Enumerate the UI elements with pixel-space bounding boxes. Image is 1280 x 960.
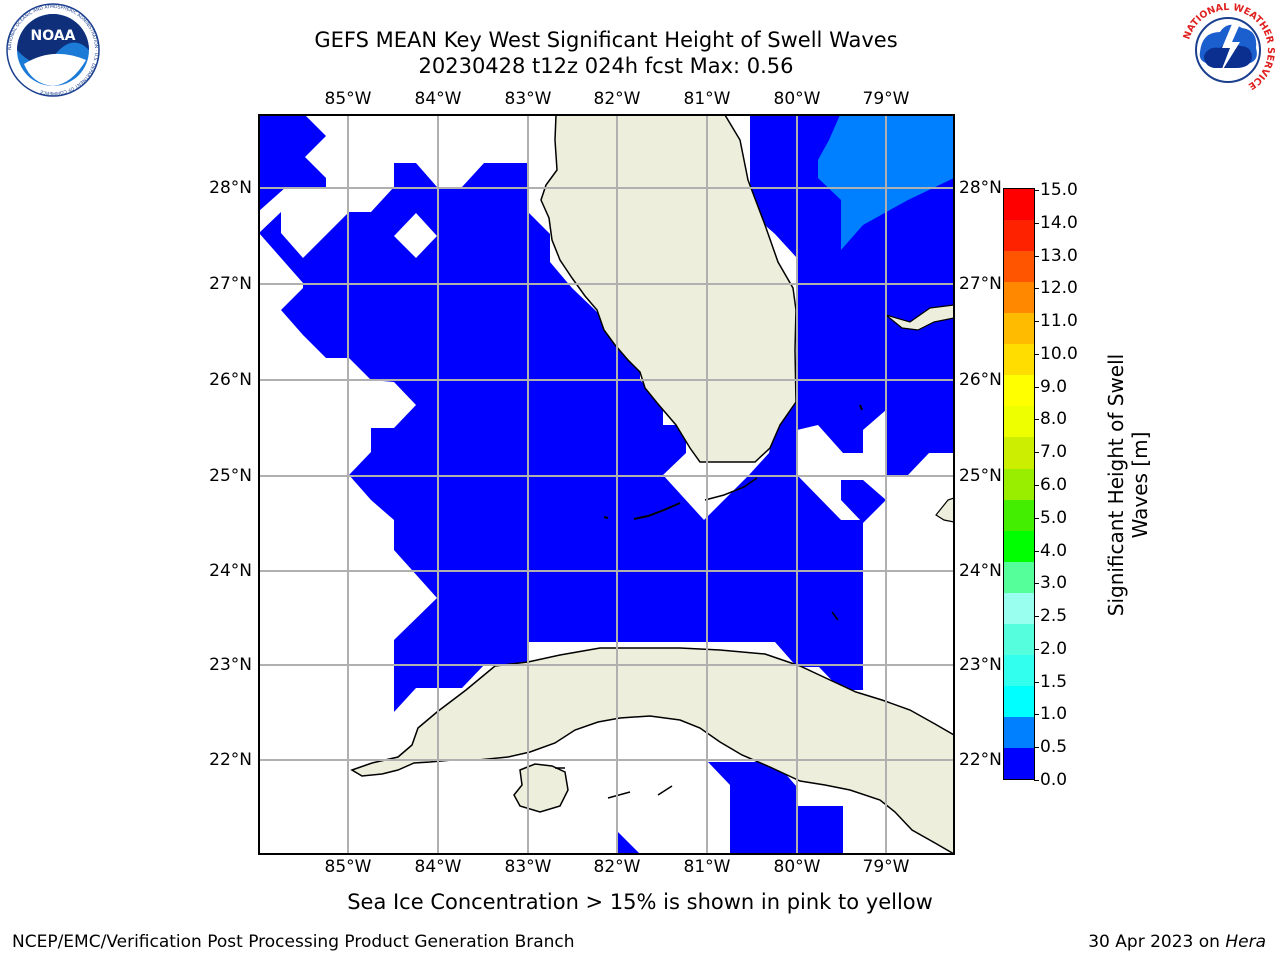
colorbar-tick-label: 2.5 [1033, 606, 1068, 627]
colorbar-tick-label: 4.0 [1033, 540, 1068, 561]
colorbar-segment [1004, 623, 1034, 655]
colorbar-tick-label: 7.0 [1033, 442, 1068, 463]
colorbar-segment [1004, 189, 1034, 221]
lon-label-bottom: 79°W [862, 857, 910, 877]
lat-label-right: 27°N [959, 274, 1002, 294]
lon-label-top: 84°W [414, 89, 462, 109]
colorbar-segment [1004, 468, 1034, 500]
colorbar-segment [1004, 282, 1034, 314]
colorbar-tick-label: 12.0 [1034, 278, 1078, 299]
colorbar-segment [1004, 716, 1034, 748]
colorbar-segment [1004, 313, 1034, 345]
map-title: GEFS MEAN Key West Significant Height of… [314, 28, 898, 52]
colorbar-tick-label: 0.5 [1033, 737, 1068, 758]
noaa-logo-icon: NOAA NATIONAL OCEANIC AND ATMOSPHERIC AD… [6, 3, 100, 97]
florida-land [540, 115, 797, 463]
lat-label-right: 28°N [959, 178, 1002, 198]
colorbar-tick-label: 14.0 [1034, 212, 1078, 233]
colorbar-segment [1004, 561, 1034, 593]
map-frame [258, 114, 955, 855]
lon-label-bottom: 81°W [683, 857, 731, 877]
colorbar-segment [1004, 251, 1034, 283]
footer-host: Hera [1225, 932, 1266, 952]
colorbar-segment [1004, 530, 1034, 562]
lon-label-bottom: 80°W [773, 857, 821, 877]
colorbar-tick-label: 6.0 [1033, 475, 1068, 495]
colorbar-tick-label: 0.0 [1033, 770, 1068, 790]
colorbar-segment [1004, 747, 1034, 779]
lon-label-bottom: 82°W [593, 857, 641, 877]
lat-label-left: 24°N [209, 561, 252, 581]
footer-date: 30 Apr 2023 on Hera [1088, 932, 1266, 952]
lon-label-top: 83°W [504, 89, 552, 109]
colorbar-tick-label: 1.5 [1033, 671, 1068, 692]
colorbar-tick-label: 2.0 [1033, 638, 1068, 659]
colorbar-tick-label: 9.0 [1033, 376, 1068, 397]
lat-label-left: 22°N [209, 750, 252, 770]
map-subtitle: 20230428 t12z 024h fcst Max: 0.56 [418, 54, 794, 78]
lat-label-left: 25°N [209, 466, 252, 486]
colorbar-tick-label: 8.0 [1033, 409, 1068, 430]
colorbar-label: Significant Height of Swell Waves [m] [1104, 353, 1152, 617]
colorbar-tick-label: 3.0 [1033, 573, 1068, 594]
colorbar-segment [1004, 375, 1034, 407]
colorbar-segment [1004, 437, 1034, 469]
lat-label-right: 24°N [959, 561, 1002, 581]
footer-date-text: 30 Apr 2023 on [1088, 932, 1226, 952]
footer-credit: NCEP/EMC/Verification Post Processing Pr… [12, 932, 575, 952]
lat-label-left: 23°N [209, 655, 252, 675]
lat-label-right: 26°N [959, 370, 1002, 390]
lat-label-left: 28°N [209, 178, 252, 198]
colorbar [1003, 188, 1035, 780]
lon-label-top: 82°W [593, 89, 641, 109]
lat-label-right: 23°N [959, 655, 1002, 675]
colorbar-tick-label: 10.0 [1034, 343, 1078, 364]
graticule [259, 115, 954, 854]
lon-label-bottom: 83°W [504, 857, 552, 877]
swell-field-0-0.5 [259, 115, 954, 854]
cuba-land [350, 647, 954, 854]
noaa-logo-text: NOAA [31, 28, 76, 44]
colorbar-segment [1004, 406, 1034, 438]
colorbar-segment [1004, 344, 1034, 376]
colorbar-segment [1004, 685, 1034, 717]
colorbar-tick-label: 15.0 [1034, 180, 1078, 200]
colorbar-segment [1004, 220, 1034, 252]
lon-label-bottom: 85°W [324, 857, 372, 877]
lat-label-right: 25°N [959, 466, 1002, 486]
colorbar-segment [1004, 654, 1034, 686]
colorbar-tick-label: 5.0 [1033, 507, 1068, 528]
colorbar-tick-label: 11.0 [1034, 311, 1078, 332]
lat-label-left: 26°N [209, 370, 252, 390]
colorbar-tick-label: 13.0 [1034, 245, 1078, 266]
lat-label-right: 22°N [959, 750, 1002, 770]
nws-logo-icon: NATIONAL WEATHER SERVICE [1182, 2, 1276, 96]
colorbar-segment [1004, 499, 1034, 531]
sea-ice-note: Sea Ice Concentration > 15% is shown in … [347, 890, 933, 914]
lon-label-top: 80°W [773, 89, 821, 109]
lon-label-bottom: 84°W [414, 857, 462, 877]
colorbar-segment [1004, 592, 1034, 624]
lon-label-top: 81°W [683, 89, 731, 109]
lat-label-left: 27°N [209, 274, 252, 294]
lon-label-top: 79°W [862, 89, 910, 109]
lon-label-top: 85°W [324, 89, 372, 109]
colorbar-tick-label: 1.0 [1033, 704, 1068, 725]
